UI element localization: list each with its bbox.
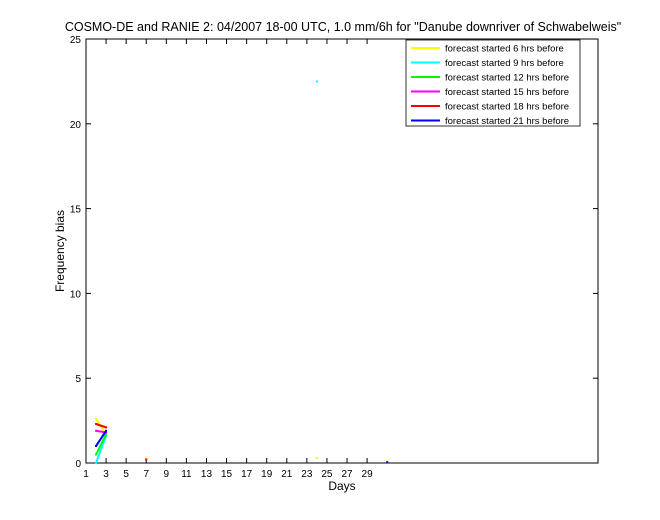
legend-entry: forecast started 21 hrs before (445, 116, 569, 127)
y-tick-label: 25 (70, 35, 82, 46)
x-tick-label: 5 (123, 469, 129, 480)
series-6 (95, 429, 389, 464)
chart-title: COSMO-DE and RANIE 2: 04/2007 18-00 UTC,… (65, 20, 621, 34)
legend: forecast started 6 hrs before forecast st… (405, 39, 581, 127)
legend-entry: forecast started 9 hrs before (445, 58, 564, 69)
series-3-point (95, 453, 98, 456)
x-tick-label: 25 (321, 469, 333, 480)
series-3-segment (95, 433, 107, 455)
series-4-point (95, 429, 98, 432)
x-axis-label: Days (328, 479, 355, 493)
legend-box (405, 39, 581, 127)
series-6-point (105, 429, 108, 432)
series-3 (95, 433, 108, 456)
y-tick-label: 15 (70, 205, 82, 216)
series-6-point (386, 461, 389, 464)
y-tick-label: 5 (75, 374, 81, 385)
x-tick-label: 21 (281, 469, 293, 480)
series-2-point (315, 80, 318, 83)
x-tick-label: 27 (341, 469, 353, 480)
x-tick-label: 19 (261, 469, 273, 480)
series-5 (95, 422, 148, 461)
y-tick-label: 10 (70, 289, 82, 300)
x-tick-label: 13 (201, 469, 213, 480)
series-1-point (315, 456, 318, 459)
x-tick-label: 7 (143, 469, 149, 480)
x-tick-label: 23 (301, 469, 313, 480)
series-6-segment (95, 430, 107, 447)
y-axis-ticks: 0 5 10 15 20 25 (70, 35, 598, 470)
x-tick-label: 29 (362, 469, 374, 480)
legend-entry: forecast started 15 hrs before (445, 87, 569, 98)
series-1-point (145, 456, 148, 459)
series-6-point (95, 445, 98, 448)
y-tick-label: 20 (70, 120, 82, 131)
legend-entry: forecast started 18 hrs before (445, 102, 569, 113)
series-5-point (95, 422, 98, 425)
series-5-segment (95, 423, 107, 429)
series-2-point (95, 462, 98, 464)
legend-entry: forecast started 12 hrs before (445, 73, 569, 84)
x-axis-ticks: 1 3 5 7 9 11 13 15 17 19 21 23 25 27 29 (83, 39, 373, 480)
series-2-segment (95, 435, 108, 464)
y-axis-label: Frequency bias (53, 210, 67, 292)
y-tick-label: 0 (75, 459, 81, 470)
x-tick-label: 9 (164, 469, 170, 480)
x-tick-label: 15 (221, 469, 233, 480)
series-5-point (145, 458, 148, 461)
series-1-point (95, 417, 98, 420)
x-tick-label: 3 (103, 469, 109, 480)
series-layer (95, 80, 389, 464)
x-tick-label: 17 (241, 469, 253, 480)
series-3-point (105, 433, 108, 436)
legend-entry: forecast started 6 hrs before (445, 44, 564, 55)
x-tick-label: 1 (83, 469, 89, 480)
series-5-point (105, 426, 108, 429)
x-tick-label: 11 (181, 469, 192, 480)
